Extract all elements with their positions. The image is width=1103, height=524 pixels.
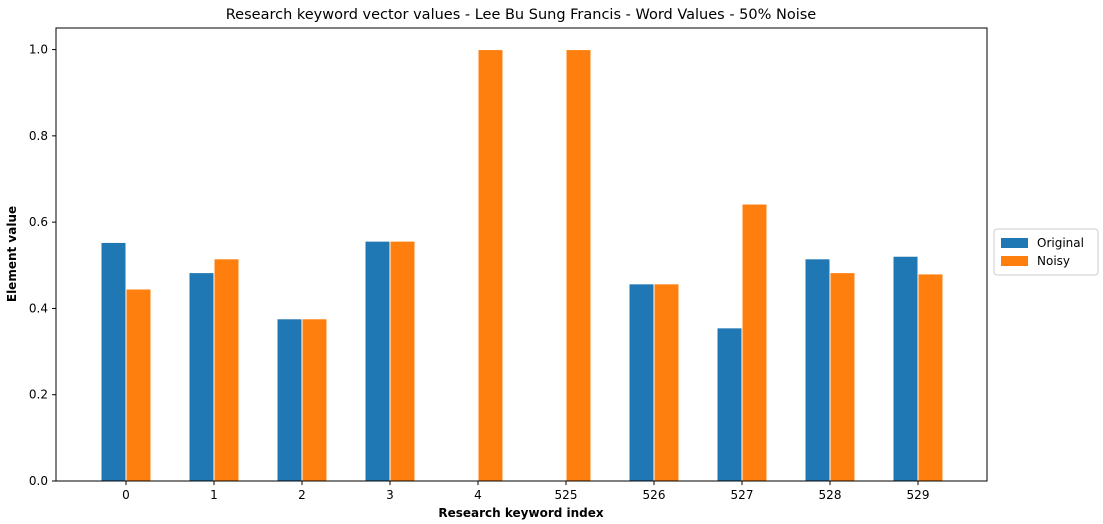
legend-swatch-noisy (1001, 256, 1028, 266)
chart-title: Research keyword vector values - Lee Bu … (226, 7, 817, 23)
x-tick-label: 525 (555, 488, 578, 502)
y-tick-label: 0.0 (29, 474, 48, 488)
x-axis-title: Research keyword index (438, 506, 604, 520)
x-tick-label: 529 (907, 488, 930, 502)
x-tick-label: 2 (298, 488, 306, 502)
bar-original-529 (892, 255, 919, 482)
bar-original-0 (100, 241, 127, 482)
legend-label-noisy: Noisy (1037, 254, 1070, 268)
bar-original-527 (716, 327, 743, 482)
x-tick-label: 1 (210, 488, 218, 502)
bar-noisy-526 (653, 283, 680, 482)
y-tick-label: 1.0 (29, 43, 48, 57)
bar-noisy-4 (477, 49, 504, 482)
bar-noisy-527 (741, 203, 768, 482)
x-tick-label: 528 (819, 488, 842, 502)
bar-noisy-528 (829, 272, 856, 482)
bar-noisy-0 (125, 288, 152, 482)
x-tick-label: 3 (386, 488, 394, 502)
x-tick-label: 0 (122, 488, 130, 502)
legend-swatch-original (1001, 238, 1028, 248)
bar-original-1 (188, 272, 215, 482)
bar-original-526 (628, 283, 655, 482)
bar-noisy-3 (389, 240, 416, 482)
bar-original-2 (276, 318, 303, 482)
bar-original-528 (804, 258, 831, 482)
plot-area: 0 1 2 3 4 525 526 527 528 529 0.0 0.2 0.4 0.6 0.8 1.0 (29, 27, 988, 502)
x-tick-label: 526 (643, 488, 666, 502)
bar-noisy-525 (565, 49, 592, 482)
y-tick-label: 0.4 (29, 301, 48, 315)
bar-noisy-1 (213, 258, 240, 482)
x-tick-label: 527 (731, 488, 754, 502)
axes-frame (55, 27, 988, 482)
bar-noisy-2 (301, 318, 328, 482)
y-tick-label: 0.8 (29, 129, 48, 143)
bar-noisy-529 (917, 273, 944, 482)
y-axis-title: Element value (5, 206, 19, 302)
y-tick-label: 0.6 (29, 215, 48, 229)
x-tick-label: 4 (474, 488, 482, 502)
legend-label-original: Original (1037, 236, 1084, 250)
bar-original-3 (364, 240, 391, 482)
y-tick-label: 0.2 (29, 388, 48, 402)
legend: Original Noisy (993, 228, 1099, 276)
